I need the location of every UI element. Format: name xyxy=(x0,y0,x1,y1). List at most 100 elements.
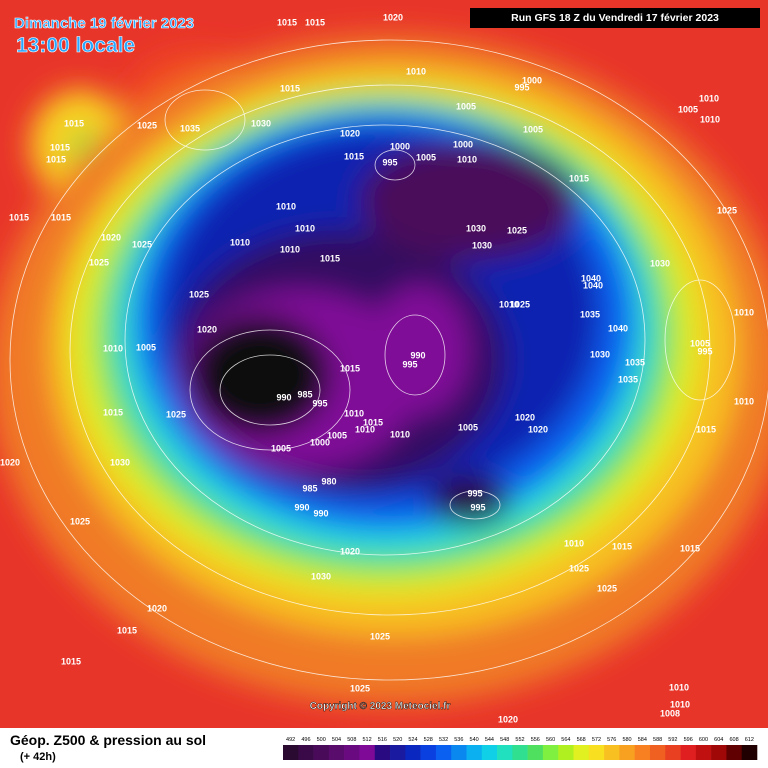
colorbar-label: 492 xyxy=(286,737,295,743)
isobar-label: 1005 xyxy=(690,338,710,348)
colorbar-swatch xyxy=(695,745,712,760)
colorbar-swatch xyxy=(359,745,376,760)
isobar-label: 1010 xyxy=(276,201,296,211)
colorbar-swatch xyxy=(726,745,743,760)
colorbar-label: 580 xyxy=(622,737,631,743)
isobar-label: 1020 xyxy=(515,412,535,422)
colorbar-label: 592 xyxy=(668,737,677,743)
colorbar-label: 500 xyxy=(317,737,326,743)
isobar-label: 1015 xyxy=(680,543,700,553)
isobar-label: 1020 xyxy=(498,714,518,724)
isobar-label: 1025 xyxy=(370,631,390,641)
isobar-label: 1010 xyxy=(734,307,754,317)
isobar-label: 995 xyxy=(514,82,529,92)
isobar-label: 1010 xyxy=(499,299,519,309)
isobar-label: 1015 xyxy=(64,118,84,128)
isobar-label: 1025 xyxy=(132,239,152,249)
isobar-label: 995 xyxy=(402,359,417,369)
isobar-label: 985 xyxy=(297,389,312,399)
isobar-label: 980 xyxy=(321,476,336,486)
isobar-label: 1010 xyxy=(390,429,410,439)
isobar-label: 1015 xyxy=(344,151,364,161)
isobar-label: 1015 xyxy=(340,363,360,373)
colorbar-label: 564 xyxy=(561,737,570,743)
colorbar-swatch xyxy=(481,745,498,760)
isobar-label: 1020 xyxy=(340,128,360,138)
colorbar-label: 552 xyxy=(515,737,524,743)
colorbar-swatch xyxy=(298,745,314,760)
colorbar-swatch xyxy=(497,745,513,760)
isobar-label: 1008 xyxy=(660,708,680,718)
isobar-label: 995 xyxy=(697,346,712,356)
colorbar-swatch xyxy=(420,745,437,760)
colorbar-label: 520 xyxy=(393,737,402,743)
isobar-label: 1010 xyxy=(280,244,300,254)
isobar-label: 1015 xyxy=(9,212,29,222)
isobar-label: 1015 xyxy=(51,212,71,222)
colorbar-label: 588 xyxy=(653,737,662,743)
isobar-label: 1015 xyxy=(696,424,716,434)
run-banner xyxy=(470,8,760,28)
colorbar-swatch xyxy=(390,745,406,760)
colorbar-label: 596 xyxy=(684,737,693,743)
isobar-label: 1020 xyxy=(147,603,167,613)
isobar-label: 1035 xyxy=(618,374,638,384)
colorbar-label: 604 xyxy=(714,737,723,743)
colorbar-swatch xyxy=(527,745,544,760)
isobar-label: 1020 xyxy=(340,546,360,556)
isobar-label: 985 xyxy=(302,483,317,493)
colorbar-label: 568 xyxy=(577,737,586,743)
isobar-label: 1025 xyxy=(717,205,737,215)
colorbar-label: 572 xyxy=(592,737,601,743)
isobar-label: 995 xyxy=(467,488,482,498)
isobar-label: 1010 xyxy=(670,699,690,709)
isobar-label: 1025 xyxy=(189,289,209,299)
colorbar-swatch xyxy=(451,745,467,760)
isobar-label: 1010 xyxy=(699,93,719,103)
isobar-label: 1000 xyxy=(522,75,542,85)
isobar-label: 1005 xyxy=(678,104,698,114)
colorbar-swatch xyxy=(649,745,666,760)
isobar-label: 1005 xyxy=(136,342,156,352)
colorbar-swatch xyxy=(328,745,345,760)
isobar-label: 990 xyxy=(294,502,309,512)
colorbar-label: 516 xyxy=(378,737,387,743)
colorbar-swatch xyxy=(466,745,483,760)
colorbar-swatch xyxy=(619,745,635,760)
isobar-label: 1010 xyxy=(344,408,364,418)
isobar-label: 1005 xyxy=(458,422,478,432)
colorbar-swatch xyxy=(604,745,620,760)
isobar-label: 1025 xyxy=(597,583,617,593)
colorbar-swatch xyxy=(435,745,452,760)
colorbar-swatch xyxy=(741,745,758,760)
isobar-label: 1020 xyxy=(528,424,548,434)
isobar-label: 990 xyxy=(410,350,425,360)
isobar-label: 1015 xyxy=(61,656,81,666)
colorbar-label: 560 xyxy=(546,737,555,743)
colorbar-swatch xyxy=(283,745,299,760)
isobar-label: 1015 xyxy=(277,17,297,27)
isobar-label: 1010 xyxy=(295,223,315,233)
colorbar-label: 544 xyxy=(485,737,494,743)
isobar-label: 990 xyxy=(276,392,291,402)
isobar-label: 1025 xyxy=(350,683,370,693)
isobar-label: 1005 xyxy=(327,430,347,440)
isobar-label: 1030 xyxy=(466,223,486,233)
isobar-label: 1005 xyxy=(523,124,543,134)
isobar-label: 1000 xyxy=(453,139,473,149)
map-field xyxy=(0,0,768,728)
copyright: Copyright © 2023 Meteociel.fr xyxy=(310,701,451,712)
colorbar-label: 548 xyxy=(500,737,509,743)
colorbar-swatch xyxy=(680,745,697,760)
isobar-label: 1005 xyxy=(416,152,436,162)
colorbar-swatch xyxy=(374,745,391,760)
isobar-label: 1015 xyxy=(117,625,137,635)
colorbar-label: 536 xyxy=(454,737,463,743)
colorbar-swatch xyxy=(711,745,727,760)
colorbar-swatch xyxy=(405,745,421,760)
colorbar-label: 496 xyxy=(301,737,310,743)
isobar-label: 1015 xyxy=(103,407,123,417)
colorbar: 492 496 500 504 508 512 516 520 524 528 532 536 540 5… xyxy=(283,737,758,760)
isobar-label: 1015 xyxy=(305,17,325,27)
